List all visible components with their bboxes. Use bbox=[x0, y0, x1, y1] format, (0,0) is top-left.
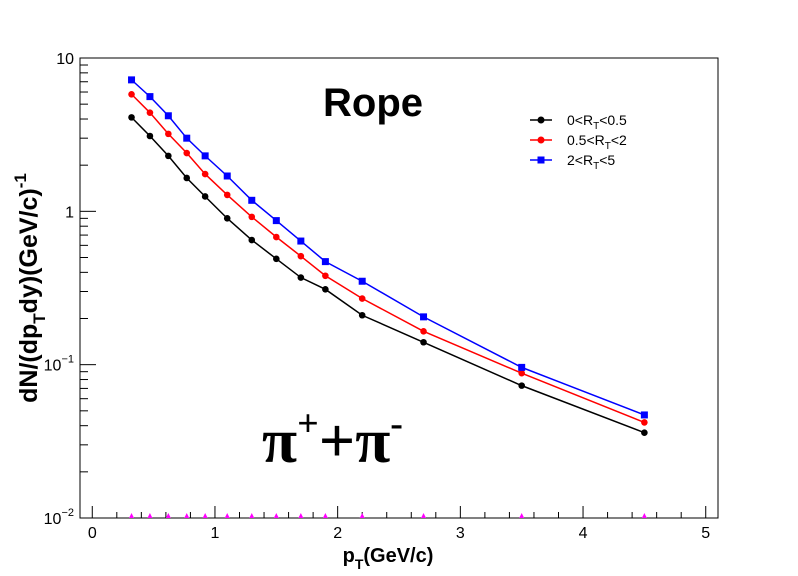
baseline-marker bbox=[129, 513, 135, 518]
data-point bbox=[201, 170, 209, 178]
data-point bbox=[321, 258, 329, 266]
x-tick-label: 5 bbox=[701, 525, 710, 542]
plot-frame bbox=[79, 57, 719, 519]
y-tick-label: 1 bbox=[65, 204, 74, 221]
data-point bbox=[128, 90, 135, 98]
data-point bbox=[146, 93, 154, 101]
data-point bbox=[518, 382, 525, 389]
data-point bbox=[518, 363, 526, 371]
legend-entry-series-2: 2<RT<5 bbox=[530, 152, 615, 172]
x-tick-label: 0 bbox=[88, 525, 97, 542]
data-point bbox=[641, 419, 648, 426]
data-point bbox=[164, 112, 172, 120]
legend-label-1: 0.5<RT<2 bbox=[567, 132, 627, 152]
annotation-pi-1: π bbox=[262, 405, 297, 476]
data-point bbox=[183, 149, 191, 157]
baseline-marker bbox=[519, 513, 525, 518]
data-point bbox=[128, 76, 136, 84]
data-point bbox=[420, 338, 427, 346]
data-point bbox=[297, 274, 305, 281]
annotation-pi-2: π bbox=[355, 405, 390, 476]
data-point bbox=[322, 272, 329, 280]
data-point bbox=[272, 217, 280, 225]
data-point bbox=[273, 233, 280, 241]
series-line-1 bbox=[131, 93, 645, 424]
legend-label-2: 2<RT<5 bbox=[567, 152, 615, 172]
annotation-joiner: + bbox=[319, 405, 355, 476]
data-point bbox=[146, 109, 154, 116]
legend-marker-1 bbox=[537, 136, 545, 144]
baseline-marker bbox=[641, 513, 647, 518]
axis-ticks bbox=[80, 57, 707, 519]
data-point bbox=[273, 255, 280, 263]
y-tick-label: 10 bbox=[56, 51, 74, 68]
y-tick-label: 10−1 bbox=[44, 354, 74, 375]
legend-marker-2 bbox=[537, 156, 545, 164]
data-point bbox=[183, 134, 191, 142]
data-point bbox=[248, 236, 256, 244]
data-point bbox=[165, 152, 172, 160]
data-point bbox=[201, 152, 209, 160]
axis-tick-labels: 0 1 2 3 4 5 10 1 10−1 10−2 bbox=[44, 51, 711, 542]
series-0 bbox=[128, 114, 648, 437]
data-point bbox=[358, 277, 366, 285]
data-point bbox=[128, 114, 135, 121]
x-tick-label: 1 bbox=[211, 525, 220, 542]
chart-title: Rope bbox=[323, 81, 423, 125]
data-point bbox=[165, 130, 172, 138]
x-tick-label: 4 bbox=[579, 525, 588, 542]
data-point bbox=[223, 215, 231, 222]
legend-label-0: 0<RT<0.5 bbox=[567, 112, 627, 132]
baseline-marker bbox=[421, 513, 427, 518]
baseline-marker bbox=[273, 513, 279, 518]
baseline-marker bbox=[249, 513, 255, 518]
data-point bbox=[248, 213, 256, 221]
legend-entry-series-0: 0<RT<0.5 bbox=[530, 112, 627, 132]
baseline-marker bbox=[184, 513, 190, 518]
legend-entry-series-1: 0.5<RT<2 bbox=[530, 132, 627, 152]
baseline-marker bbox=[165, 513, 171, 518]
data-point bbox=[358, 311, 366, 319]
x-tick-label: 2 bbox=[333, 525, 342, 542]
data-point bbox=[420, 328, 427, 335]
baseline-marker bbox=[147, 513, 153, 518]
data-point bbox=[183, 174, 191, 182]
annotation-plus-sup: + bbox=[297, 403, 319, 445]
baseline-markers bbox=[129, 513, 647, 518]
data-point bbox=[420, 313, 428, 321]
series-2 bbox=[128, 76, 648, 419]
x-tick-label: 3 bbox=[456, 525, 465, 542]
data-point bbox=[297, 237, 305, 245]
legend-marker-0 bbox=[537, 116, 545, 124]
baseline-marker bbox=[322, 513, 328, 518]
legend: 0<RT<0.5 0.5<RT<2 2<RT<5 bbox=[530, 112, 627, 172]
baseline-marker bbox=[359, 513, 365, 518]
data-point bbox=[146, 132, 154, 140]
annotation-minus-sup: - bbox=[390, 403, 403, 445]
series-line-2 bbox=[131, 79, 645, 416]
baseline-marker bbox=[202, 513, 208, 518]
baseline-marker bbox=[224, 513, 230, 518]
data-point bbox=[201, 193, 209, 200]
data-point bbox=[223, 191, 231, 199]
baseline-marker bbox=[298, 513, 304, 518]
particle-annotation: π++π- bbox=[262, 403, 403, 476]
data-point bbox=[641, 429, 648, 437]
data-point bbox=[248, 196, 256, 204]
series-1 bbox=[128, 90, 648, 426]
series-line-0 bbox=[130, 116, 645, 434]
data-point bbox=[297, 252, 305, 260]
data-point bbox=[518, 369, 525, 377]
y-tick-label: 10−2 bbox=[44, 507, 74, 528]
data-point bbox=[322, 286, 329, 293]
data-point bbox=[640, 411, 648, 419]
series-layer bbox=[128, 76, 648, 437]
x-axis-title: pT(GeV/c) bbox=[343, 545, 434, 572]
y-axis-title: dN/(dpTdy)(GeV/c)-1 bbox=[11, 173, 49, 403]
data-point bbox=[358, 295, 366, 302]
data-point bbox=[223, 172, 231, 180]
